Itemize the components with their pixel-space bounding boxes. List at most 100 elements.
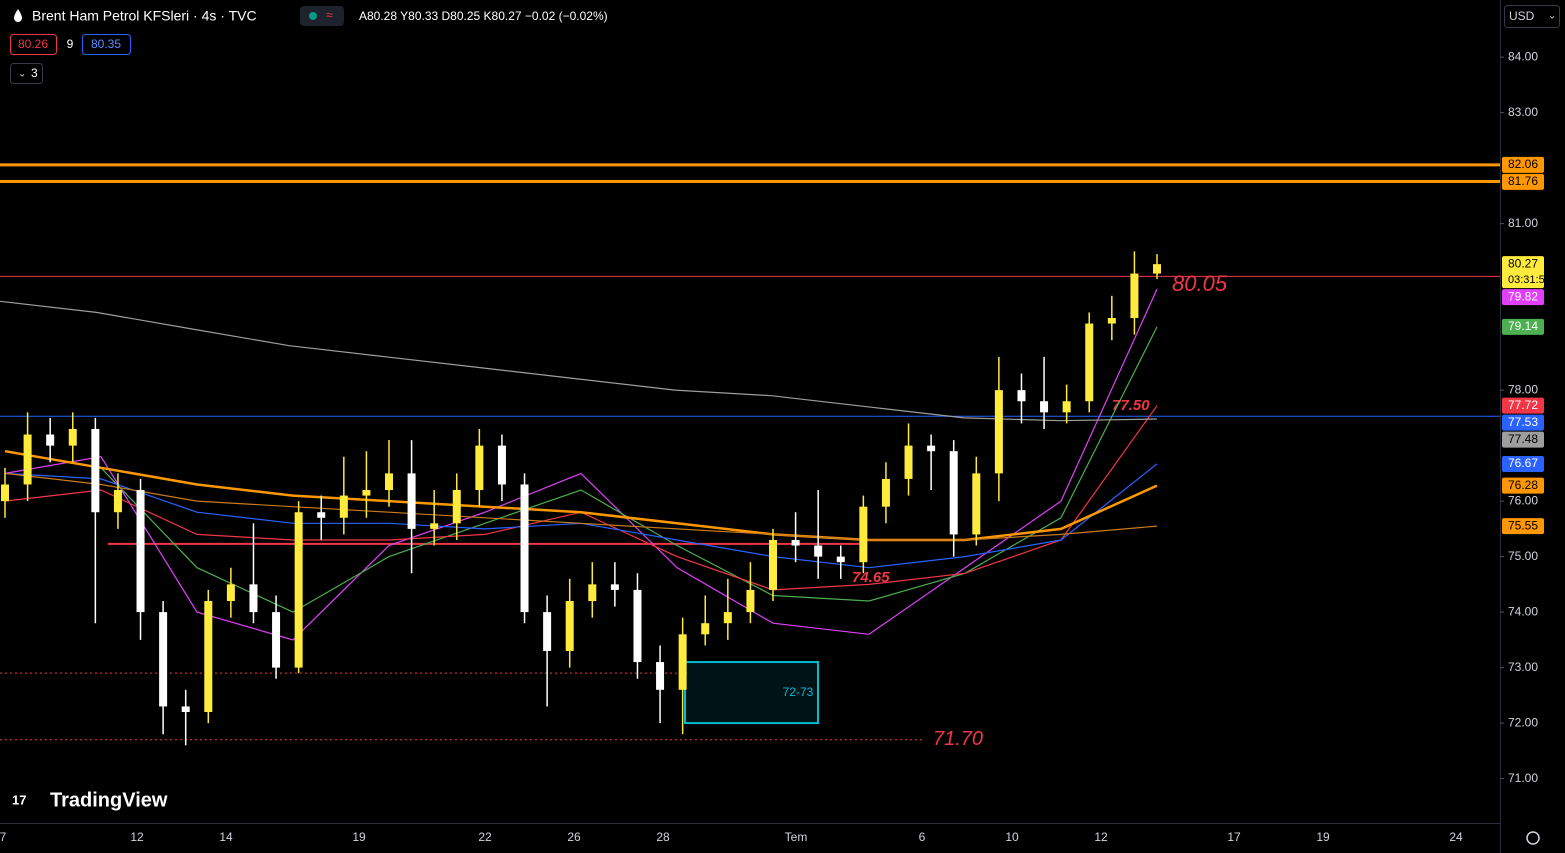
x-tick-label: 28 <box>656 830 670 844</box>
candle-body <box>723 612 732 624</box>
candle-body <box>46 434 55 446</box>
settings-icon[interactable] <box>1526 831 1540 845</box>
candle-body <box>339 495 348 518</box>
candle-body <box>927 445 936 452</box>
price-tag-label: 82.06 <box>1508 157 1538 171</box>
candle-body <box>475 445 484 491</box>
candle-body <box>972 473 981 535</box>
candle-body <box>881 478 890 507</box>
x-tick-label: 19 <box>352 830 366 844</box>
candle-body <box>159 612 168 707</box>
price-tag-label: 75.55 <box>1508 518 1538 532</box>
price-tag <box>1502 156 1544 173</box>
price-tag-label: 76.67 <box>1508 456 1538 470</box>
price-tag <box>1502 397 1544 414</box>
candle-body <box>814 545 823 557</box>
price-tag <box>1502 518 1544 535</box>
candle-body <box>272 612 281 668</box>
y-tick-label: 74.00 <box>1508 604 1538 618</box>
candle-body <box>1130 273 1139 318</box>
y-tick-label: 81.00 <box>1508 216 1538 230</box>
candle-body <box>520 484 529 613</box>
zone-box <box>684 661 819 725</box>
symbol-title[interactable]: Brent Ham Petrol KFSleri · 4s · TVC <box>32 8 257 24</box>
candle-body <box>1062 401 1071 413</box>
brand: TradingView <box>50 789 168 811</box>
bid-price[interactable]: 80.26 <box>18 37 48 51</box>
x-tick-label: 24 <box>1449 830 1463 844</box>
price-tag <box>1502 477 1544 494</box>
y-tick-label: 78.00 <box>1508 382 1538 396</box>
currency-button[interactable] <box>1504 5 1560 28</box>
indicator-toggle[interactable] <box>10 63 43 84</box>
candle-body <box>588 584 597 602</box>
chevron[interactable]: ⌄ <box>1548 11 1556 22</box>
candle-body <box>565 601 574 651</box>
x-tick-label: 26 <box>567 830 581 844</box>
candle-body <box>1 484 9 502</box>
candle-body <box>633 589 642 663</box>
price-tag <box>1502 173 1544 190</box>
currency[interactable]: USD <box>1509 9 1535 23</box>
candle-body <box>91 428 100 513</box>
status-badge <box>300 6 344 26</box>
candle-body <box>791 539 800 546</box>
wave-icon: ≈ <box>326 8 333 22</box>
candle-body <box>656 662 665 690</box>
price-tag-label: 77.53 <box>1508 415 1538 429</box>
candle-body <box>294 512 303 668</box>
candle-body <box>317 512 326 518</box>
candle-body <box>136 490 145 613</box>
candle-body <box>113 490 122 513</box>
x-tick-label: 10 <box>1005 830 1019 844</box>
price-tag-label: 77.72 <box>1508 398 1538 412</box>
candle-body <box>678 634 687 690</box>
buy-button[interactable] <box>82 34 131 55</box>
sell-button[interactable] <box>10 34 57 55</box>
countdown: 03:31:51 <box>1508 274 1551 286</box>
candle-body <box>859 506 868 563</box>
annotation: 77.50 <box>1112 397 1150 414</box>
candle-body <box>497 445 506 485</box>
x-tick-label: 17 <box>1227 830 1241 844</box>
price-tag-label: 76.28 <box>1508 478 1538 492</box>
candle-body <box>430 523 439 529</box>
x-tick-label: 14 <box>219 830 233 844</box>
indicator-count[interactable]: 3 <box>31 66 38 80</box>
candle-body <box>362 490 371 496</box>
y-tick-label: 75.00 <box>1508 549 1538 563</box>
candle-body <box>68 428 77 446</box>
y-tick-label: 84.00 <box>1508 49 1538 63</box>
annotation: 74.65 <box>852 569 890 586</box>
candle-body <box>1107 317 1116 324</box>
candle-body <box>746 589 755 613</box>
candle-body <box>452 490 461 524</box>
candle-body <box>994 390 1003 474</box>
drop-icon <box>14 9 22 22</box>
logo-mark: 17 <box>12 792 26 807</box>
price-tag <box>1502 289 1544 306</box>
price-tag-label: 81.76 <box>1508 174 1538 188</box>
candle-body <box>23 434 32 485</box>
candle-body <box>769 539 777 590</box>
y-tick-label: 71.00 <box>1508 771 1538 785</box>
candle-body <box>385 473 393 491</box>
moving-average <box>0 300 1158 422</box>
candle-body <box>204 601 213 713</box>
x-tick-label: 7 <box>0 830 7 844</box>
spread: 9 <box>67 37 74 51</box>
x-tick-label: 22 <box>478 830 492 844</box>
price-tag-label: 79.82 <box>1508 289 1538 303</box>
candle-body <box>1017 390 1026 402</box>
y-tick-label: 73.00 <box>1508 660 1538 674</box>
level-label: 80.05 <box>1172 271 1228 296</box>
candle-body <box>701 623 710 635</box>
candle-body <box>1040 401 1049 413</box>
candle-body <box>836 556 845 563</box>
price-tag-label: 79.14 <box>1508 319 1538 333</box>
chevron[interactable]: ⌄ <box>18 69 26 80</box>
ohlc-values: A80.28 Y80.33 D80.25 K80.27 −0.02 (−0.02… <box>359 9 608 23</box>
ask-price[interactable]: 80.35 <box>91 37 121 51</box>
